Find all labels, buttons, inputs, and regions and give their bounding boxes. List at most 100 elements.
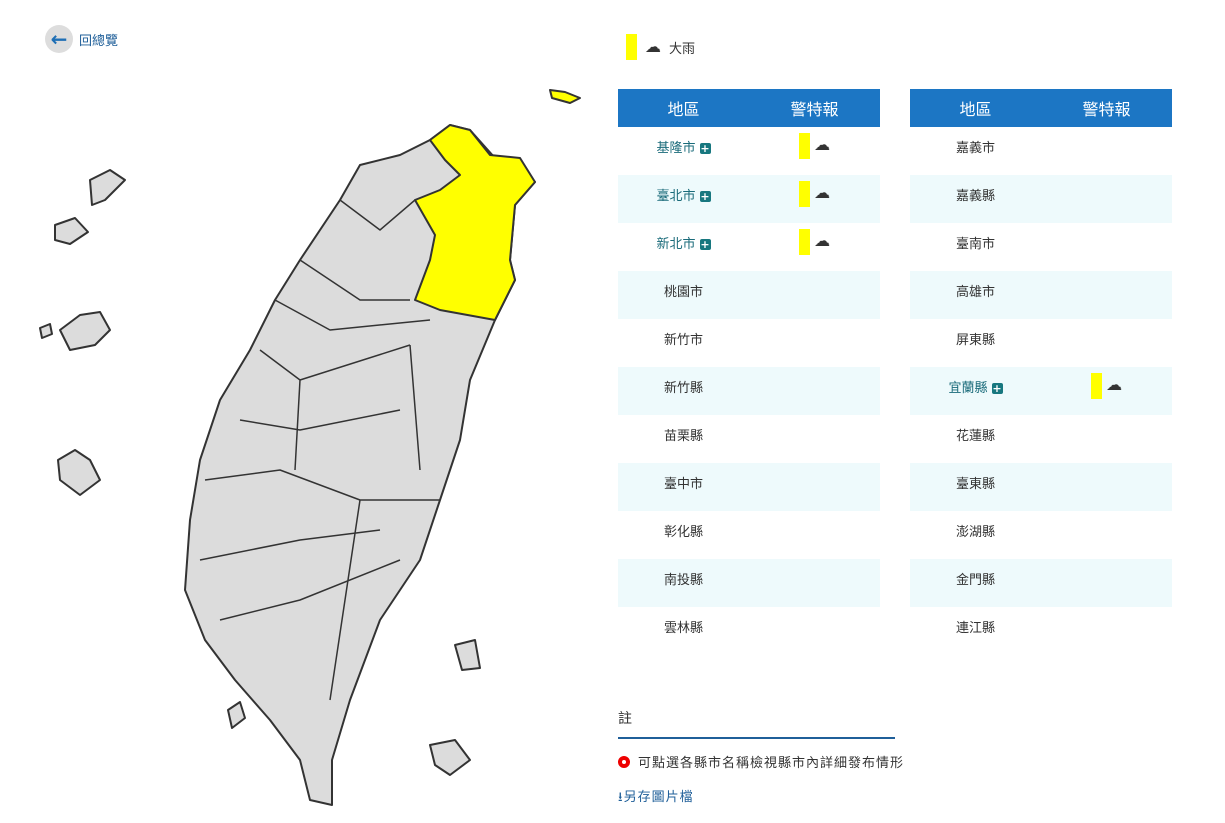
region-cell: 雲林縣 — [618, 607, 749, 655]
table-row: 金門縣 — [910, 559, 1172, 607]
expand-plus-icon[interactable]: + — [991, 382, 1003, 395]
table-row: 嘉義縣 — [910, 175, 1172, 223]
region-name[interactable]: 基隆市 — [656, 141, 696, 156]
region-cell: 臺東縣 — [910, 463, 1041, 511]
table-row: 臺南市 — [910, 223, 1172, 271]
region-cell[interactable]: 臺北市 + — [618, 175, 749, 223]
region-cell: 新竹縣 — [618, 367, 749, 415]
note-tip-text: 可點選各縣市名稱檢視縣市內詳細發布情形 — [638, 756, 905, 771]
heavy-rain-icon: ☁ — [814, 231, 831, 250]
map-region-matsu — [54, 217, 89, 245]
note-tip: 可點選各縣市名稱檢視縣市內詳細發布情形 — [618, 752, 904, 771]
region-cell: 連江縣 — [910, 607, 1041, 655]
region-cell: 臺南市 — [910, 223, 1041, 271]
region-name: 新竹市 — [663, 333, 703, 348]
map-region-north-warning — [414, 124, 536, 321]
warning-cell — [1041, 559, 1172, 607]
region-name: 花蓮縣 — [955, 429, 995, 444]
region-name: 臺東縣 — [955, 477, 995, 492]
region-cell[interactable]: 宜蘭縣 + — [910, 367, 1041, 415]
region-cell[interactable]: 新北市 + — [618, 223, 749, 271]
region-name: 新竹縣 — [663, 381, 703, 396]
table-row: 新竹縣 — [618, 367, 880, 415]
warning-cell — [1041, 319, 1172, 367]
region-table-right: 地區 警特報 嘉義市 嘉義縣 臺南市 高雄市 屏東縣 宜蘭縣 + ☁ 花蓮縣 臺東縣 澎湖縣 金門縣連… — [910, 89, 1172, 655]
warning-cell — [749, 415, 880, 463]
region-name: 苗栗縣 — [663, 429, 703, 444]
table-row: 桃園市 — [618, 271, 880, 319]
legend-label: 大雨 — [669, 41, 696, 57]
region-cell: 臺中市 — [618, 463, 749, 511]
region-name[interactable]: 宜蘭縣 — [948, 381, 988, 396]
table-row: 臺北市 + ☁ — [618, 175, 880, 223]
warning-cell — [749, 319, 880, 367]
table-row: 新竹市 — [618, 319, 880, 367]
warning-color-swatch — [798, 133, 810, 159]
region-name: 南投縣 — [663, 573, 703, 588]
table-row: 宜蘭縣 + ☁ — [910, 367, 1172, 415]
expand-plus-icon[interactable]: + — [699, 238, 711, 251]
warning-cell: ☁ — [749, 175, 880, 223]
expand-plus-icon[interactable]: + — [699, 142, 711, 155]
region-name: 雲林縣 — [663, 621, 703, 636]
region-name: 嘉義市 — [955, 141, 995, 156]
note-divider — [618, 737, 895, 739]
save-image-link[interactable]: ⭳另存圖片檔 — [618, 786, 694, 810]
table-row: 基隆市 + ☁ — [618, 127, 880, 175]
map-region-pengjia — [549, 89, 581, 104]
region-name: 臺中市 — [663, 477, 703, 492]
note-title: 註 — [618, 711, 632, 727]
table-row: 彰化縣 — [618, 511, 880, 559]
table-row: 雲林縣 — [618, 607, 880, 655]
heavy-rain-icon: ☁ — [814, 135, 831, 154]
region-cell: 屏東縣 — [910, 319, 1041, 367]
region-name: 彰化縣 — [663, 525, 703, 540]
warning-cell — [749, 607, 880, 655]
table-row: 臺中市 — [618, 463, 880, 511]
back-to-overview-button[interactable]: ← 回總覽 — [45, 25, 118, 53]
header-warning: 警特報 — [1041, 89, 1172, 127]
region-cell: 金門縣 — [910, 559, 1041, 607]
header-region: 地區 — [618, 89, 749, 127]
table-row: 南投縣 — [618, 559, 880, 607]
taiwan-warning-map — [39, 89, 581, 806]
save-image-label: 另存圖片檔 — [623, 790, 694, 805]
region-cell: 嘉義縣 — [910, 175, 1041, 223]
warning-cell — [749, 511, 880, 559]
warning-cell — [1041, 127, 1172, 175]
warning-cell — [749, 367, 880, 415]
table-row: 嘉義市 — [910, 127, 1172, 175]
legend: ☁ 大雨 — [626, 34, 695, 60]
expand-plus-icon[interactable]: + — [699, 190, 711, 203]
region-name[interactable]: 新北市 — [656, 237, 696, 252]
legend-color-swatch — [626, 34, 637, 60]
table-row: 連江縣 — [910, 607, 1172, 655]
region-name: 澎湖縣 — [955, 525, 995, 540]
region-cell[interactable]: 基隆市 + — [618, 127, 749, 175]
table-row: 花蓮縣 — [910, 415, 1172, 463]
warning-cell — [1041, 223, 1172, 271]
arrow-left-icon: ← — [45, 25, 73, 53]
warning-cell — [749, 271, 880, 319]
region-cell: 彰化縣 — [618, 511, 749, 559]
heavy-rain-icon: ☁ — [814, 183, 831, 202]
region-name: 連江縣 — [955, 621, 995, 636]
download-icon: ⭳ — [618, 790, 624, 805]
heavy-rain-icon: ☁ — [1106, 375, 1123, 394]
warning-cell: ☁ — [1041, 367, 1172, 415]
region-cell: 嘉義市 — [910, 127, 1041, 175]
warning-cell — [1041, 463, 1172, 511]
warning-cell: ☁ — [749, 127, 880, 175]
back-label: 回總覽 — [79, 33, 119, 49]
region-name: 桃園市 — [663, 285, 703, 300]
region-name: 高雄市 — [955, 285, 995, 300]
warning-cell — [749, 463, 880, 511]
region-name[interactable]: 臺北市 — [656, 189, 696, 204]
warning-cell — [1041, 607, 1172, 655]
region-cell: 澎湖縣 — [910, 511, 1041, 559]
table-row: 新北市 + ☁ — [618, 223, 880, 271]
table-row: 苗栗縣 — [618, 415, 880, 463]
region-cell: 桃園市 — [618, 271, 749, 319]
header-region: 地區 — [910, 89, 1041, 127]
map-region-penghu — [59, 311, 111, 351]
